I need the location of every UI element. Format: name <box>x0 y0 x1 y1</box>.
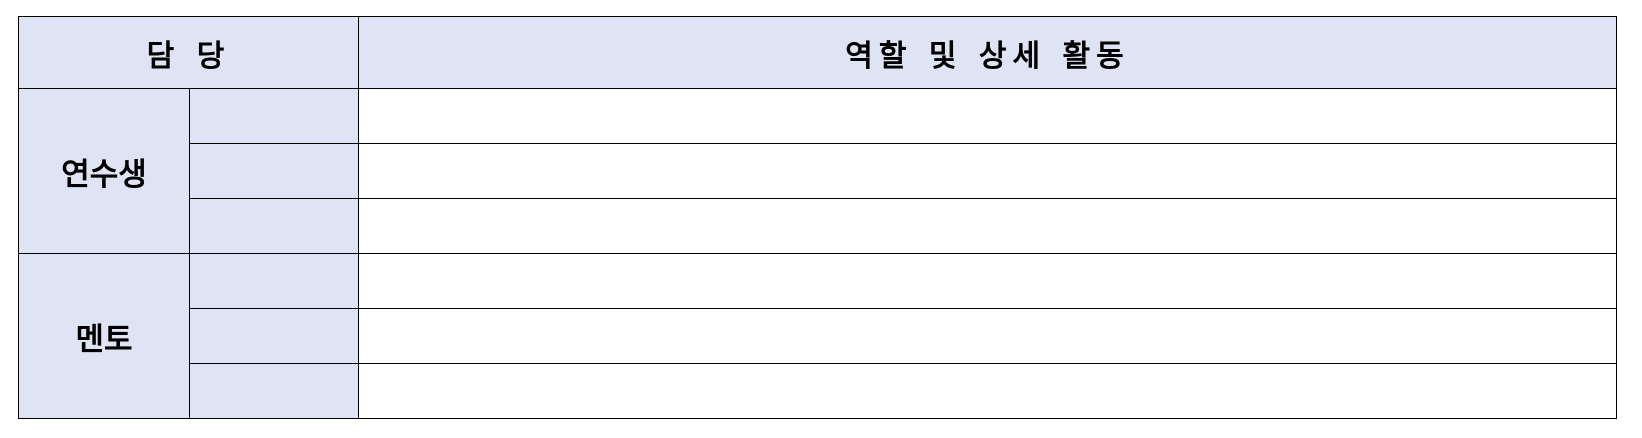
trainee-sub-cell-1[interactable] <box>189 88 359 144</box>
group-mentor-label: 멘토 <box>18 253 190 419</box>
mentor-detail-cell-1[interactable] <box>358 253 1617 309</box>
mentor-sub-cell-3[interactable] <box>189 363 359 419</box>
mentor-sub-cell-1[interactable] <box>189 253 359 309</box>
header-role: 담 당 <box>18 16 359 89</box>
header-row: 담 당 역할 및 상세 활동 <box>18 16 1617 89</box>
trainee-detail-cell-1[interactable] <box>358 88 1617 144</box>
trainee-sub-cell-2[interactable] <box>189 143 359 199</box>
role-table-container: 담 당 역할 및 상세 활동 연수생 멘토 <box>18 16 1617 419</box>
table-row <box>19 198 1617 254</box>
table-row <box>19 308 1617 364</box>
role-table: 담 당 역할 및 상세 활동 연수생 멘토 <box>18 16 1617 419</box>
trainee-detail-cell-3[interactable] <box>358 198 1617 254</box>
table-row <box>19 143 1617 199</box>
table-row: 연수생 <box>18 88 1617 254</box>
table-row: 멘토 <box>18 253 1617 419</box>
trainee-sub-cell-3[interactable] <box>189 198 359 254</box>
trainee-detail-cell-2[interactable] <box>358 143 1617 199</box>
group-trainee-label: 연수생 <box>18 88 190 254</box>
mentor-detail-cell-3[interactable] <box>358 363 1617 419</box>
header-detail: 역할 및 상세 활동 <box>358 16 1617 89</box>
table-row <box>19 363 1617 419</box>
mentor-detail-cell-2[interactable] <box>358 308 1617 364</box>
mentor-sub-cell-2[interactable] <box>189 308 359 364</box>
